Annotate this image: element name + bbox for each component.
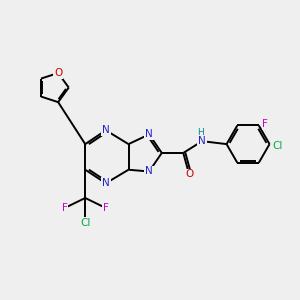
Text: N: N xyxy=(198,136,206,146)
Text: F: F xyxy=(103,203,109,213)
Text: N: N xyxy=(102,125,110,135)
Text: F: F xyxy=(262,119,268,129)
Text: N: N xyxy=(102,178,110,188)
Text: N: N xyxy=(145,167,153,176)
Text: F: F xyxy=(62,203,68,213)
Text: Cl: Cl xyxy=(272,141,283,151)
Text: H: H xyxy=(197,128,204,137)
Text: O: O xyxy=(54,68,62,78)
Text: O: O xyxy=(185,169,193,179)
Text: Cl: Cl xyxy=(80,218,90,228)
Text: N: N xyxy=(145,129,153,140)
